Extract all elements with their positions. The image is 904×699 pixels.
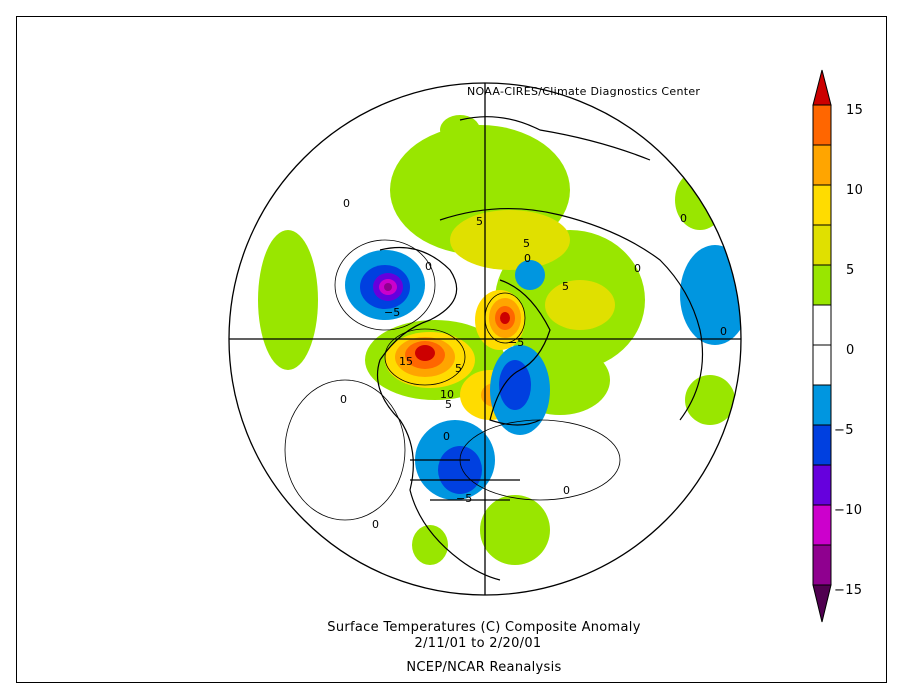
contour-label: 10 [440,388,454,401]
contour-label: 0 [343,197,350,210]
contour-label: 15 [399,355,413,368]
contour-label: −5 [384,306,400,319]
contour-label: 5 [445,398,452,411]
colorbar-bin [812,344,832,386]
colorbar-bin [812,424,832,466]
colorbar-label-neg15: −15 [834,583,863,598]
contour-label: 0 [720,325,727,338]
data-source: NCEP/NCAR Reanalysis [406,660,562,675]
colorbar-label-10: 10 [846,183,864,198]
colorbar-bin [812,504,832,546]
contour-label: 0 [524,252,531,265]
contour-label: 5 [523,237,530,250]
colorbar-label-15: 15 [846,103,864,118]
colorbar-label-0: 0 [846,343,855,358]
colorbar-bin [812,304,832,346]
chart-title: Surface Temperatures (C) Composite Anoma… [327,620,641,635]
contour-label: 0 [443,430,450,443]
anomaly-china-cold [680,245,741,345]
contour-label: −5 [508,336,524,349]
colorbar-bin [812,264,832,306]
contour-labels: 0 5 5 0 5 0 0 −5 −5 15 5 10 5 0 0 −5 0 0… [340,197,727,531]
contour-label: −5 [456,492,472,505]
contour-label: 0 [563,484,570,497]
colorbar-bin [812,464,832,506]
contour-label: 0 [372,518,379,531]
colorbar-label-neg10: −10 [834,503,863,518]
colorbar-bin [812,224,832,266]
contour-label: 0 [425,260,432,273]
colorbar-bin [812,144,832,186]
colorbar-bin [812,544,832,586]
contour-label: 0 [680,212,687,225]
contour-label: 5 [476,215,483,228]
colorbar-min-arrow [812,584,832,623]
colorbar [812,69,832,623]
colorbar-bin [812,184,832,226]
anomaly-pacific-warm [258,230,318,370]
date-range: 2/11/01 to 2/20/01 [414,636,542,651]
colorbar-label-5: 5 [846,263,855,278]
credit-text: NOAA-CIRES/Climate Diagnostics Center [467,85,701,98]
colorbar-bin [812,104,832,146]
contour-label: 5 [562,280,569,293]
contour-label: 0 [634,262,641,275]
plot-frame [16,16,887,683]
colorbar-max-arrow [812,69,832,106]
colorbar-bin [812,384,832,426]
contour-label: 5 [455,362,462,375]
colorbar-label-neg5: −5 [834,423,854,438]
contour-label: 0 [340,393,347,406]
